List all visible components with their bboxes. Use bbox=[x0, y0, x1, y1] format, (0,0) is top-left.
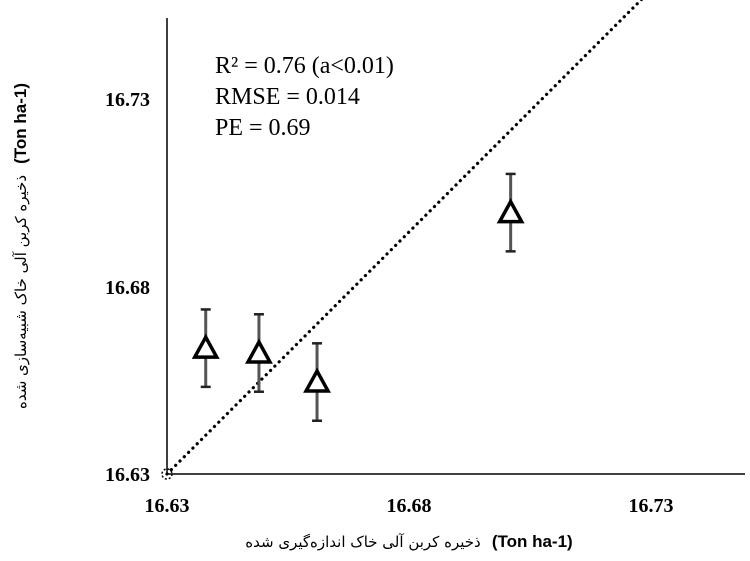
y-axis-label-text: ذخیره کربن آلی خاک شبیه‌سازی شده bbox=[12, 175, 30, 409]
stat-r2: R² = 0.76 (a<0.01) bbox=[215, 53, 394, 79]
y-axis-label-unit: (Ton ha-1) bbox=[11, 83, 30, 164]
y-tick-label: 16.63 bbox=[105, 464, 150, 486]
data-point bbox=[303, 367, 331, 393]
data-point bbox=[191, 333, 220, 359]
x-axis-label-text: ذخیره کربن آلی خاک اندازه‌گیری شده bbox=[245, 533, 480, 551]
stat-rmse: RMSE = 0.014 bbox=[215, 84, 360, 110]
x-tick-label: 16.73 bbox=[629, 495, 674, 517]
y-axis-label: ذخیره کربن آلی خاک شبیه‌سازی شده (Ton ha… bbox=[11, 83, 30, 409]
x-tick-label: 16.68 bbox=[387, 495, 432, 517]
data-point bbox=[496, 198, 525, 224]
x-axis-label-unit: (Ton ha-1) bbox=[492, 532, 573, 551]
y-tick-label: 16.73 bbox=[105, 89, 150, 111]
data-point bbox=[245, 338, 273, 364]
line-end-marker bbox=[161, 468, 173, 480]
one-to-one-line bbox=[165, 0, 644, 476]
y-tick-label: 16.68 bbox=[105, 277, 150, 299]
stat-pe: PE = 0.69 bbox=[215, 115, 311, 141]
x-axis-label: ذخیره کربن آلی خاک اندازه‌گیری شده (Ton … bbox=[245, 532, 572, 551]
x-tick-label: 16.63 bbox=[145, 495, 190, 517]
